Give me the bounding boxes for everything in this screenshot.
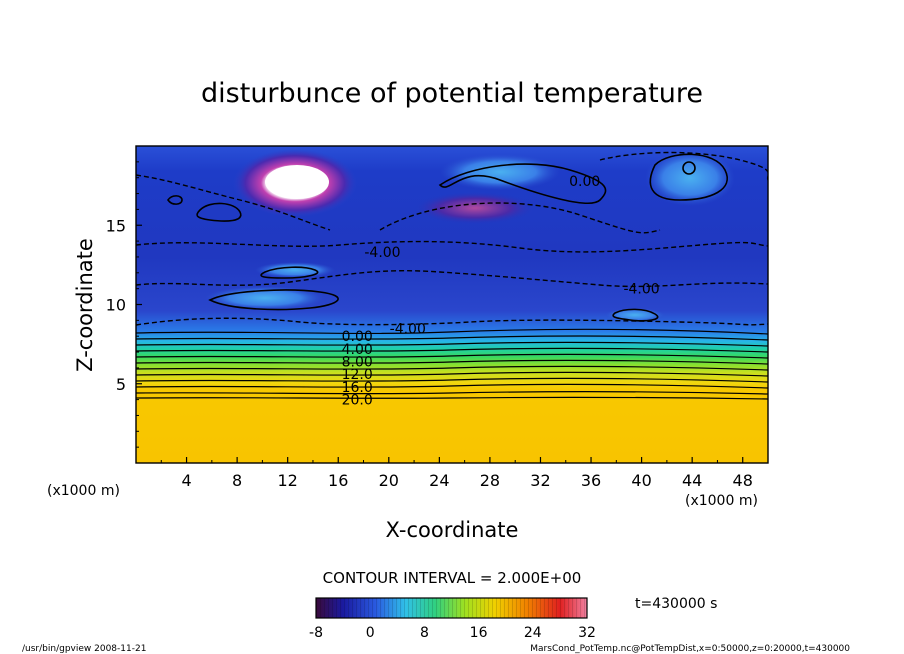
x-tick-label: 28 bbox=[480, 471, 500, 490]
cold-anomaly-blob-2 bbox=[440, 154, 560, 190]
x-tick-label: 36 bbox=[581, 471, 601, 490]
contour-label: -4.00 bbox=[390, 321, 426, 337]
x-unit-left: (x1000 m) bbox=[47, 483, 120, 499]
zero-contours bbox=[167, 153, 728, 322]
x-tick-label: 8 bbox=[232, 471, 242, 490]
colorbar-tick-label: 32 bbox=[578, 625, 596, 641]
x-tick-label: 4 bbox=[181, 471, 191, 490]
cold-anomaly-blob-5 bbox=[255, 262, 335, 278]
contour-label: -4.00 bbox=[623, 282, 659, 298]
colorbar-frame bbox=[315, 597, 588, 619]
x-axis-label: X-coordinate bbox=[386, 518, 519, 542]
x-tick-label: 32 bbox=[530, 471, 550, 490]
x-tick-label: 48 bbox=[733, 471, 753, 490]
contour-label: 12.0 bbox=[342, 367, 373, 383]
contour-label: 0.00 bbox=[342, 329, 373, 345]
contour-label: 16.0 bbox=[342, 380, 373, 396]
contour-label: -4.00 bbox=[364, 245, 400, 261]
x-tick-label: 12 bbox=[278, 471, 298, 490]
colorbar-tick-label: 16 bbox=[470, 625, 488, 641]
x-tick-label: 44 bbox=[682, 471, 702, 490]
x-axis-ticks: 4 8 12 16 20 24 28 32 36 40 44 48 bbox=[160, 457, 753, 490]
contour-label: 8.00 bbox=[342, 355, 373, 371]
colorbar-stripes bbox=[316, 598, 587, 618]
y-axis-ticks: 5 10 15 bbox=[106, 161, 142, 448]
contour-labels: 0.004.008.0012.016.020.0-4.00-4.00-4.000… bbox=[342, 174, 660, 409]
colorbar-ticks: -8 0 8 16 24 32 bbox=[309, 625, 596, 641]
footer-left: /usr/bin/gpview 2008-11-21 bbox=[22, 644, 146, 654]
colorbar: -8 0 8 16 24 32 bbox=[309, 597, 596, 641]
plot-area bbox=[136, 146, 768, 463]
stratified-contours bbox=[136, 328, 768, 400]
contour-interval: CONTOUR INTERVAL = 2.000E+00 bbox=[323, 569, 582, 587]
contour-label: 20.0 bbox=[342, 393, 373, 409]
x-tick-label: 16 bbox=[328, 471, 348, 490]
y-axis-label: Z-coordinate bbox=[73, 238, 97, 372]
x-tick-label: 20 bbox=[379, 471, 399, 490]
colorbar-tick-label: -8 bbox=[309, 625, 323, 641]
footer-right: MarsCond_PotTemp.nc@PotTempDist,x=0:5000… bbox=[530, 644, 850, 654]
y-tick-label: 10 bbox=[106, 296, 126, 315]
y-tick-label: 5 bbox=[116, 375, 126, 394]
colorbar-tick-label: 8 bbox=[420, 625, 429, 641]
negative-contours bbox=[136, 151, 768, 326]
x-tick-label: 24 bbox=[429, 471, 449, 490]
time-label: t=430000 s bbox=[635, 596, 717, 612]
cold-anomaly-blob-3 bbox=[205, 286, 325, 310]
warm-anomaly-blob-center bbox=[265, 165, 329, 199]
cold-anomaly-blob bbox=[645, 150, 735, 206]
colorbar-tick-label: 0 bbox=[366, 625, 375, 641]
contour-label: 0.00 bbox=[569, 174, 600, 190]
x-unit-right: (x1000 m) bbox=[685, 493, 758, 509]
contour-label: 4.00 bbox=[342, 342, 373, 358]
mid-anomaly-blob bbox=[415, 192, 535, 224]
colorbar-tick-label: 24 bbox=[524, 625, 542, 641]
y-tick-label: 15 bbox=[106, 216, 126, 235]
chart-title: disturbunce of potential temperature bbox=[201, 78, 703, 109]
x-tick-label: 40 bbox=[631, 471, 651, 490]
